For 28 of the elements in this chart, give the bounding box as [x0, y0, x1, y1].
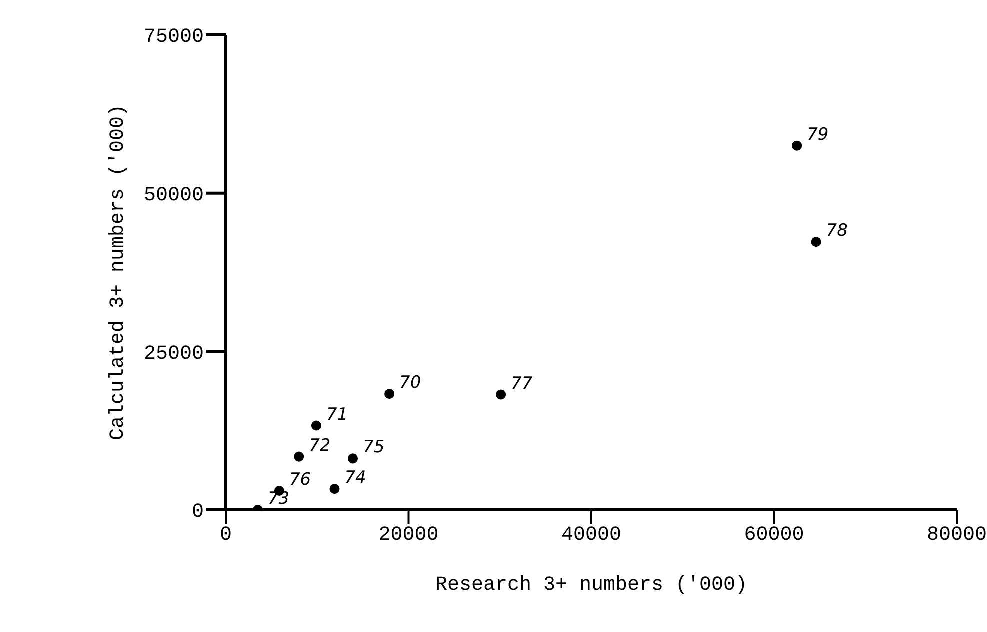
point — [811, 237, 822, 248]
x-axis-title: Research 3+ numbers ('000) — [435, 574, 748, 597]
point — [792, 140, 802, 151]
annotation: 77 — [511, 374, 533, 394]
annotation: 75 — [363, 438, 385, 458]
point — [311, 420, 322, 431]
y-tick-label: 50000 — [144, 184, 204, 208]
point — [294, 452, 304, 462]
annotation: 71 — [326, 404, 348, 425]
x-tick-label: 60000 — [744, 524, 804, 548]
point — [330, 484, 340, 494]
x-tick-label: 80000 — [926, 524, 987, 548]
annotation: 72 — [309, 436, 331, 456]
annotation: 79 — [807, 124, 829, 145]
y-axis-title: Calculated 3+ numbers ('000) — [107, 104, 130, 441]
point — [348, 454, 358, 464]
y-tick-label: 0 — [192, 501, 204, 524]
annotation: 76 — [289, 470, 312, 490]
x-tick-label: 40000 — [561, 524, 622, 548]
point — [496, 390, 506, 400]
annotation: 78 — [826, 221, 848, 242]
x-tick-label: 0 — [220, 524, 232, 548]
y-tick-label: 75000 — [144, 26, 204, 50]
x-tick-label: 20000 — [378, 524, 439, 548]
y-tick-label: 25000 — [144, 342, 204, 366]
annotation: 74 — [344, 468, 366, 488]
point — [384, 389, 395, 400]
annotation: 70 — [400, 373, 422, 394]
